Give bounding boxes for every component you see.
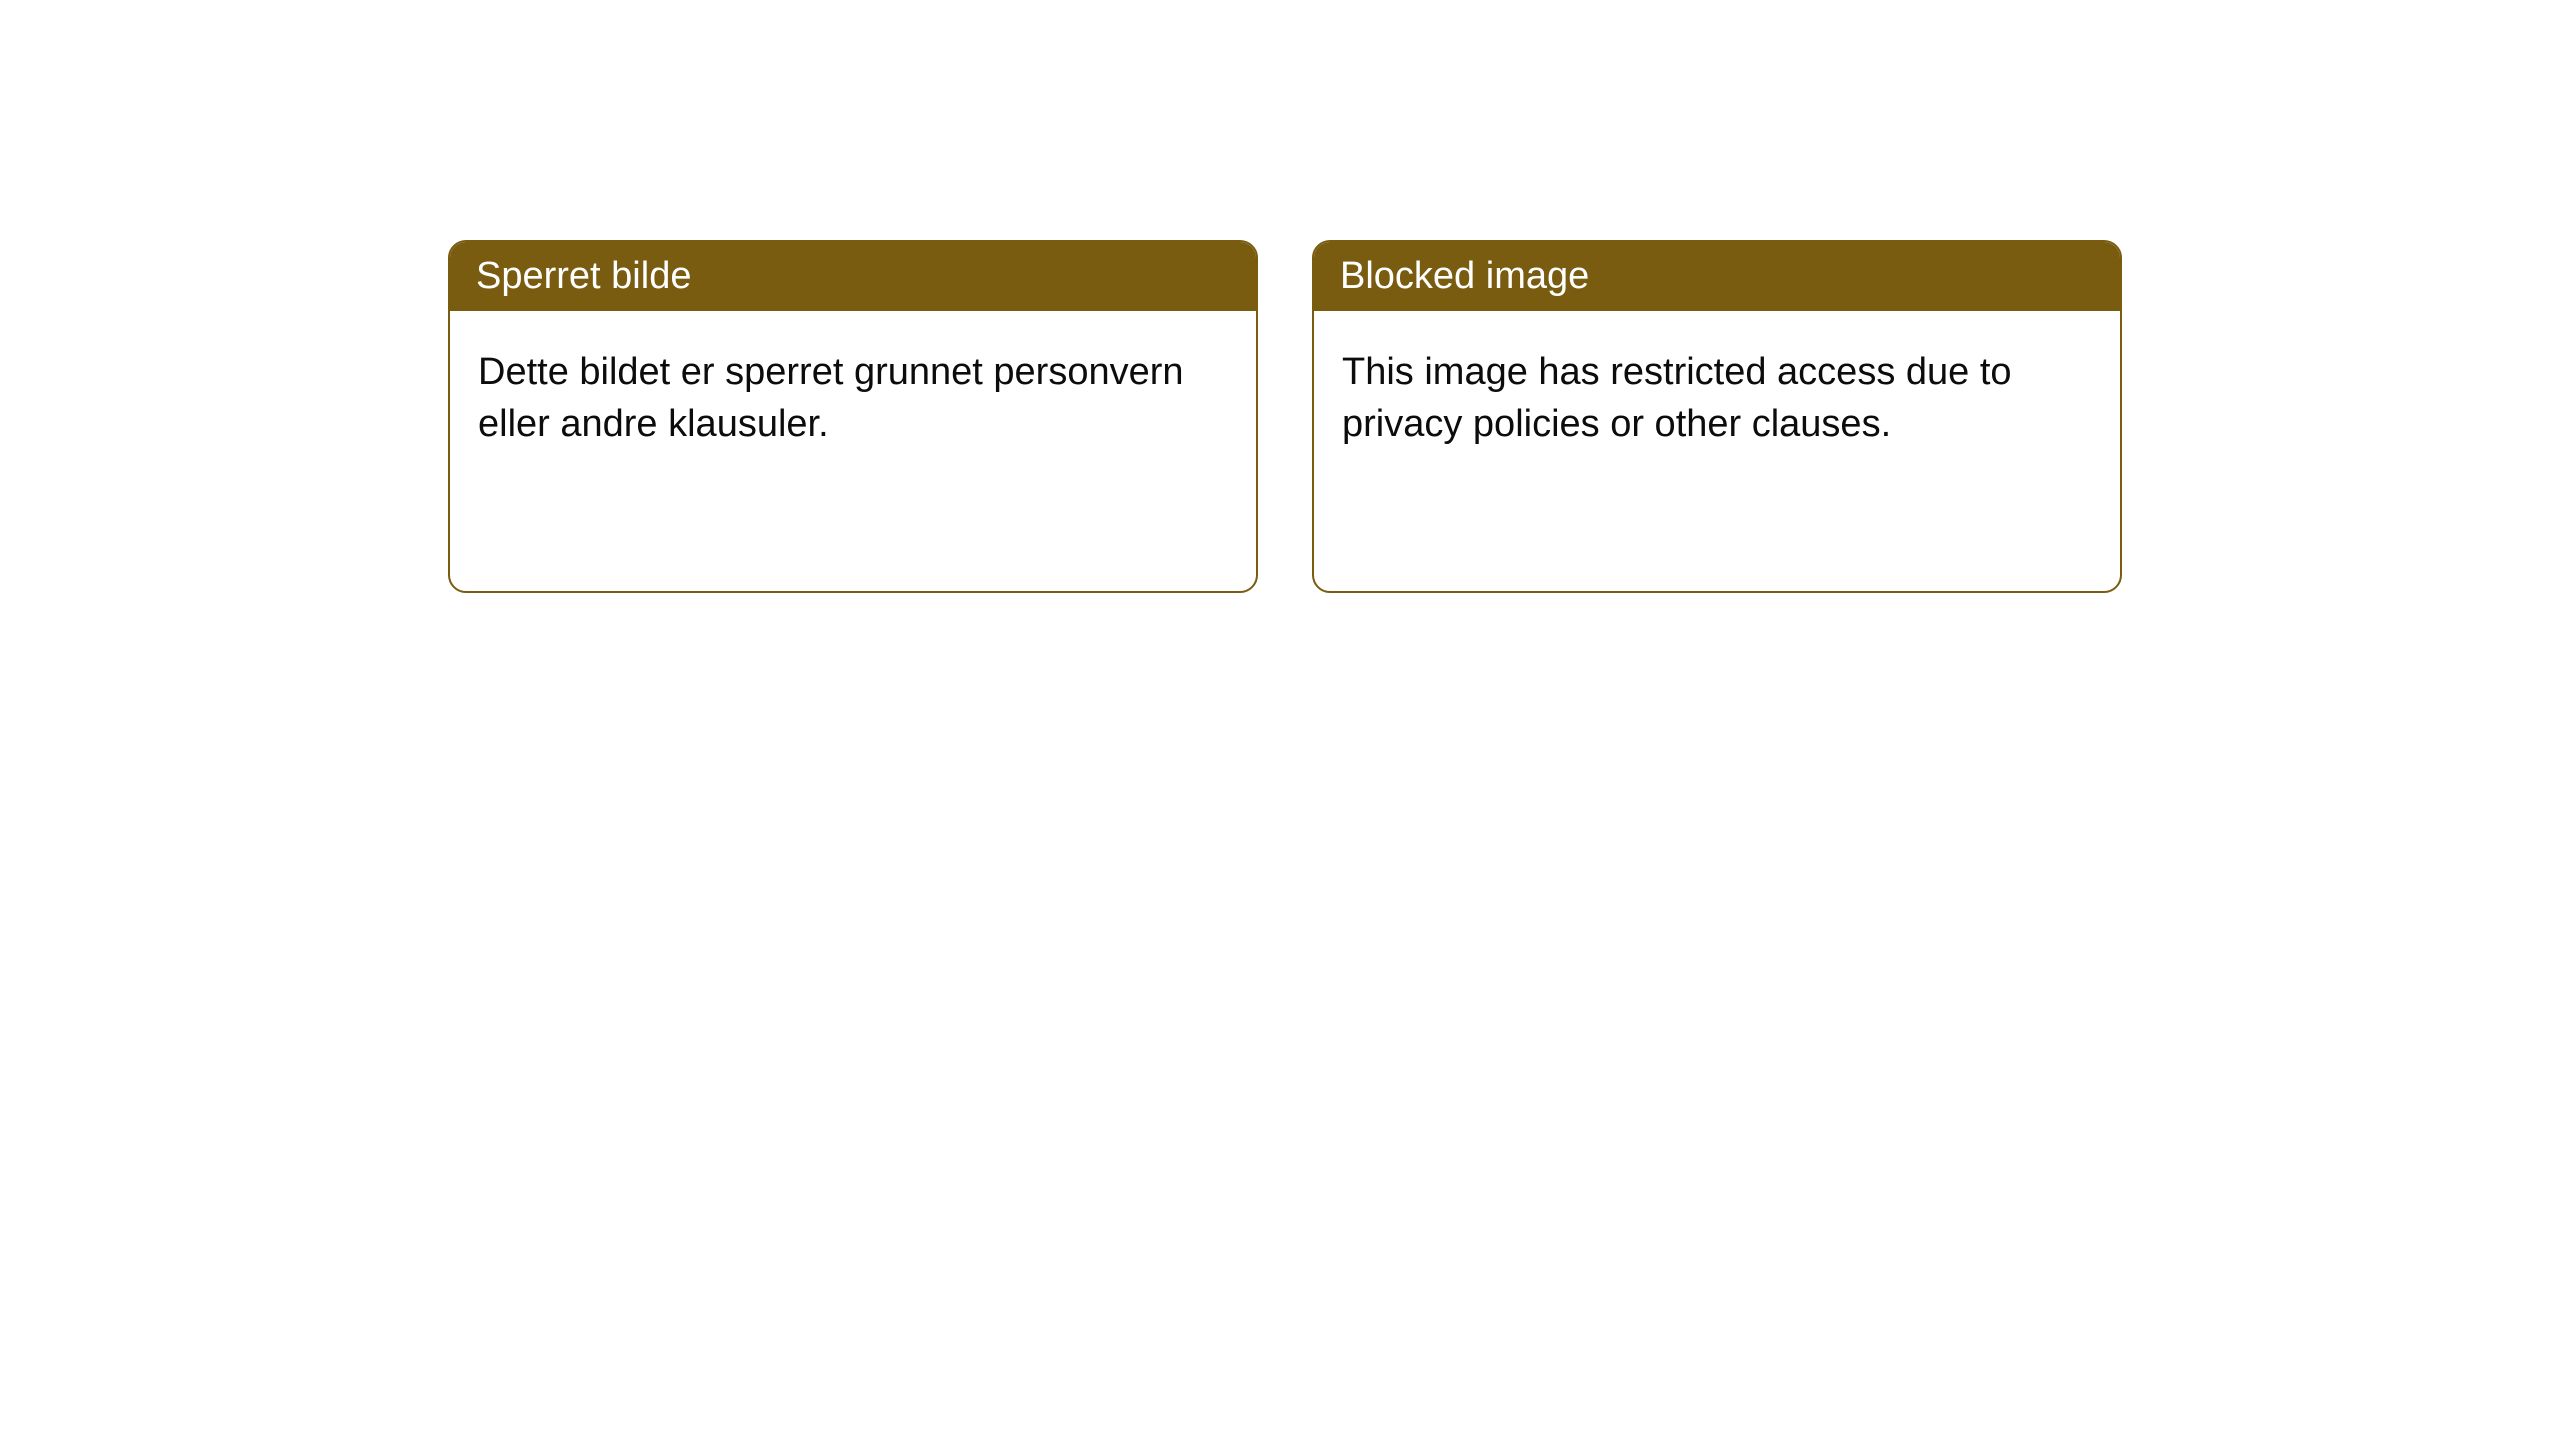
- notice-header: Sperret bilde: [450, 242, 1256, 311]
- notice-card-english: Blocked image This image has restricted …: [1312, 240, 2122, 593]
- notice-card-norwegian: Sperret bilde Dette bildet er sperret gr…: [448, 240, 1258, 593]
- notice-container: Sperret bilde Dette bildet er sperret gr…: [0, 0, 2560, 593]
- notice-body: Dette bildet er sperret grunnet personve…: [450, 311, 1256, 591]
- notice-body: This image has restricted access due to …: [1314, 311, 2120, 591]
- notice-header: Blocked image: [1314, 242, 2120, 311]
